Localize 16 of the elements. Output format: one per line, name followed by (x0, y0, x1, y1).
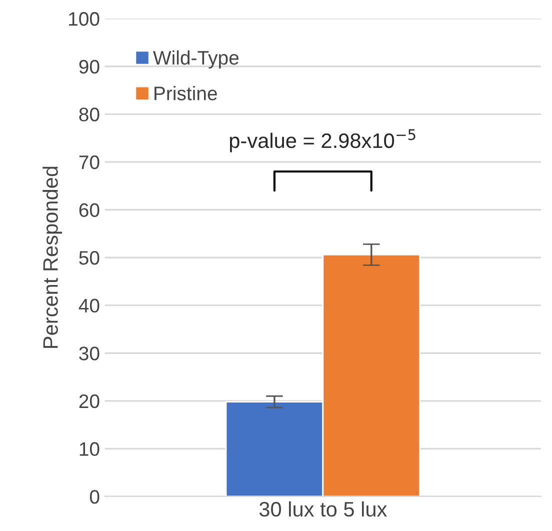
y-tick-label: 30 (79, 346, 100, 360)
x-tick-label: 30 lux to 5 lux (259, 501, 387, 517)
y-tick-label: 100 (69, 12, 100, 26)
y-tick-label: 0 (90, 490, 100, 504)
annotation: p-value = 2.98x10$^{−5}$ (230, 129, 416, 152)
legend-label: Wild-Type (153, 50, 239, 69)
y-axis-title: Percent Responded (42, 166, 62, 348)
y-tick-label: 60 (79, 203, 100, 217)
y-tick-label: 70 (79, 155, 100, 170)
y-tick-label: 50 (79, 251, 100, 265)
legend-label: Pristine (154, 86, 217, 100)
y-tick-label: 20 (79, 394, 100, 408)
y-tick-label: 10 (80, 442, 100, 456)
y-tick-label: 80 (79, 108, 100, 122)
y-tick-label: 40 (78, 298, 100, 313)
y-tick-label: 90 (79, 60, 100, 74)
